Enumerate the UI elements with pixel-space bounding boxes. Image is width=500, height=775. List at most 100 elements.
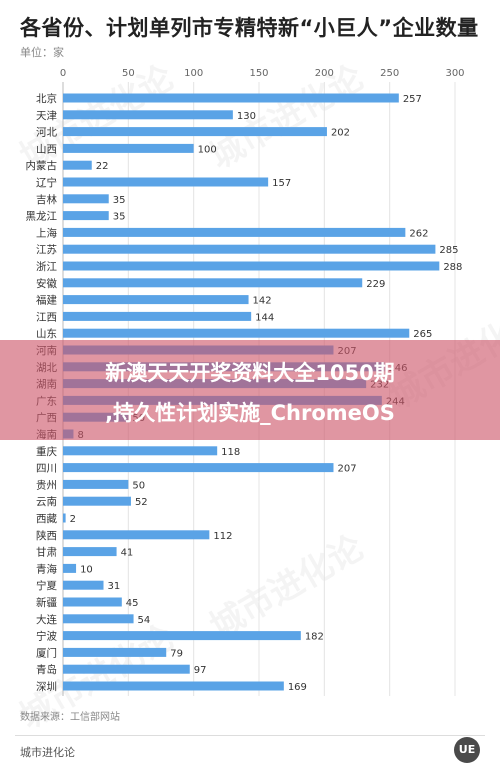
- unit-label: 单位：家: [20, 46, 64, 59]
- bar: [63, 311, 252, 321]
- data-label: 31: [108, 581, 121, 592]
- promo-overlay: [0, 340, 500, 440]
- chart-title: 各省份、计划单列市专精特新“小巨人”企业数量: [20, 16, 479, 40]
- data-label: 265: [413, 329, 432, 340]
- data-label: 257: [403, 94, 422, 105]
- x-tick-label: 150: [249, 68, 268, 79]
- data-label: 142: [253, 296, 272, 307]
- bar: [63, 664, 190, 674]
- category-label: 江西: [36, 311, 57, 323]
- data-label: 182: [305, 632, 324, 643]
- data-label: 130: [237, 111, 256, 122]
- bar: [63, 160, 92, 170]
- category-label: 宁波: [36, 630, 57, 643]
- data-label: 54: [138, 615, 151, 626]
- bar: [63, 93, 399, 103]
- brand-name: 城市进化论: [20, 746, 75, 759]
- bar: [63, 547, 117, 557]
- bar: [63, 513, 66, 523]
- brand-logo: UE: [454, 737, 480, 763]
- data-label: 112: [213, 531, 232, 542]
- x-tick-label: 50: [122, 68, 135, 79]
- category-label: 厦门: [36, 646, 57, 659]
- data-label: 202: [331, 128, 350, 139]
- category-label: 新疆: [36, 596, 57, 609]
- bar: [63, 530, 210, 540]
- footer-divider: [15, 735, 485, 736]
- category-label: 天津: [36, 110, 57, 122]
- category-label: 青岛: [36, 663, 57, 676]
- category-label: 吉林: [36, 193, 57, 206]
- bar: [63, 227, 406, 237]
- category-label: 安徽: [36, 277, 57, 290]
- category-label: 西藏: [36, 513, 57, 525]
- bar: [63, 295, 249, 305]
- data-label: 100: [198, 144, 217, 155]
- category-label: 宁夏: [36, 579, 57, 592]
- category-label: 甘肃: [36, 546, 57, 559]
- bar: [63, 110, 233, 120]
- data-label: 144: [255, 312, 274, 323]
- bar: [63, 446, 218, 456]
- data-label: 35: [113, 195, 126, 206]
- category-label: 北京: [36, 92, 57, 105]
- data-label: 45: [126, 598, 139, 609]
- bar: [63, 463, 334, 473]
- data-label: 2: [70, 514, 76, 525]
- bar: [63, 580, 104, 590]
- data-label: 118: [221, 447, 240, 458]
- bar: [63, 244, 436, 254]
- category-label: 内蒙古: [26, 159, 58, 172]
- data-label: 169: [288, 682, 307, 693]
- data-label: 157: [272, 178, 291, 189]
- bar: [63, 563, 77, 573]
- x-tick-label: 200: [315, 68, 334, 79]
- category-label: 四川: [36, 463, 57, 475]
- data-label: 288: [443, 262, 462, 273]
- category-label: 青海: [36, 562, 57, 575]
- x-tick-label: 100: [184, 68, 203, 79]
- category-label: 云南: [36, 495, 57, 508]
- category-label: 河北: [36, 127, 57, 139]
- overlay-line-1: 新澳天天开奖资料大全1050期: [105, 361, 395, 385]
- category-label: 黑龙江: [26, 210, 58, 223]
- data-label: 285: [439, 245, 458, 256]
- bar: [63, 211, 109, 221]
- category-label: 重庆: [36, 445, 57, 458]
- bar: [63, 261, 440, 271]
- category-label: 大连: [36, 613, 57, 626]
- data-label: 79: [170, 648, 183, 659]
- x-tick-label: 300: [445, 68, 464, 79]
- bar: [63, 647, 167, 657]
- bar: [63, 597, 122, 607]
- category-label: 深圳: [36, 681, 57, 693]
- data-source: 数据来源：工信部网站: [20, 712, 120, 723]
- category-label: 辽宁: [36, 176, 57, 189]
- bar: [63, 681, 284, 691]
- data-label: 97: [194, 665, 207, 676]
- data-label: 35: [113, 212, 126, 223]
- data-label: 22: [96, 161, 109, 172]
- category-label: 上海: [36, 226, 57, 239]
- bar: [63, 278, 363, 288]
- bar: [63, 127, 327, 137]
- data-label: 229: [366, 279, 385, 290]
- bar: [63, 631, 301, 641]
- bar: [63, 479, 129, 489]
- category-label: 浙江: [36, 261, 57, 273]
- data-label: 10: [80, 564, 93, 575]
- x-tick-label: 250: [380, 68, 399, 79]
- bar: [63, 496, 131, 506]
- bar: [63, 177, 269, 187]
- data-label: 50: [132, 480, 145, 491]
- category-label: 贵州: [36, 478, 57, 491]
- bar: [63, 328, 410, 338]
- category-label: 福建: [36, 294, 57, 307]
- category-label: 山西: [36, 143, 57, 155]
- data-label: 207: [337, 464, 356, 475]
- bar: [63, 194, 109, 204]
- x-tick-label: 0: [60, 68, 66, 79]
- category-label: 山东: [36, 327, 57, 340]
- data-label: 262: [409, 228, 428, 239]
- overlay-line-2: ,持久性计划实施_ChromeOS: [105, 401, 395, 425]
